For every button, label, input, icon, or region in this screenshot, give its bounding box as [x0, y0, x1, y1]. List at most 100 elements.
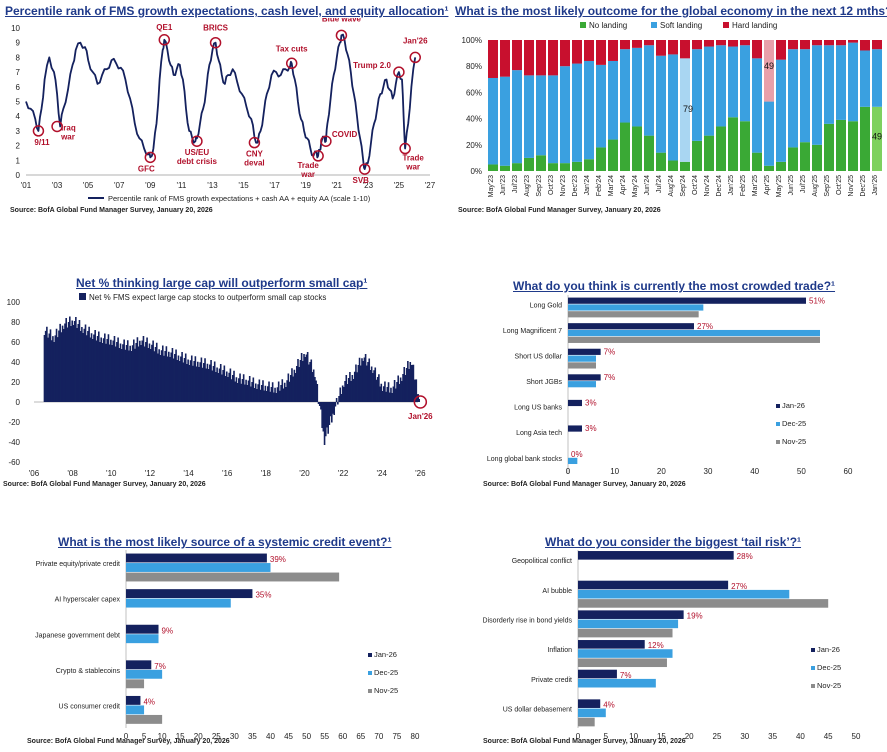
bar [94, 330, 96, 402]
bar [259, 389, 262, 402]
bar [281, 379, 284, 402]
dec25-bar [578, 589, 790, 599]
horizontal-bar-chart: 0 10 20 30 40 50 60 Long Gold 51% Long Magnificen… [487, 295, 853, 476]
nov25-bar [568, 336, 820, 343]
pct-label: 7% [620, 671, 632, 680]
bar [76, 328, 78, 402]
event-marker [358, 163, 371, 175]
bar [240, 383, 243, 402]
bar [126, 340, 129, 402]
x-tick-label: Dec'23 [572, 175, 579, 197]
category-label: Inflation [547, 647, 572, 654]
bar [262, 380, 264, 402]
x-tick-label: Jul'23 [512, 175, 519, 193]
bar [258, 379, 261, 402]
bar [216, 367, 218, 402]
bar [256, 389, 258, 402]
soft-landing-bar [632, 47, 642, 127]
bar [106, 339, 109, 402]
bar [333, 402, 336, 415]
bar [355, 364, 357, 402]
x-tick-label: '20 [299, 469, 310, 478]
bar [189, 360, 192, 402]
bar [350, 381, 352, 402]
bar [83, 328, 86, 402]
event-label: CNY deval [244, 150, 264, 168]
soft-landing-bar [596, 64, 606, 148]
x-tick-label: 60 [338, 732, 347, 741]
bar [263, 390, 265, 402]
chart-title: Net % thinking large cap will outperform… [76, 276, 368, 290]
bar [56, 337, 59, 402]
soft-landing-bar [776, 59, 786, 162]
bar [327, 402, 329, 434]
bar [105, 343, 107, 402]
chart-title: Percentile rank of FMS growth expectatio… [5, 4, 449, 18]
pct-label: 7% [154, 662, 166, 671]
x-tick-label: 40 [266, 732, 275, 741]
bar [141, 340, 144, 402]
bar [154, 347, 157, 402]
x-tick-label: 0 [124, 732, 129, 741]
bar [269, 391, 272, 402]
bar [412, 364, 415, 402]
bar [345, 375, 348, 402]
x-tick-label: '25 [394, 181, 405, 190]
bar [87, 331, 89, 402]
x-tick-label: 35 [248, 732, 257, 741]
bar [111, 345, 113, 402]
x-tick-label: Jul'24 [656, 175, 663, 193]
no-landing-bar [692, 140, 702, 171]
latest-marker [413, 395, 428, 409]
bar [206, 363, 209, 402]
bar [274, 387, 276, 402]
bar [392, 386, 395, 402]
category-label: Long US banks [514, 405, 562, 412]
chart-source: Source: BofA Global Fund Manager Survey,… [3, 481, 206, 488]
x-tick-label: 5 [142, 732, 147, 741]
no-landing-bar [524, 157, 534, 171]
bar [379, 386, 381, 402]
jan26-bar [578, 699, 601, 708]
soft-landing-bar [560, 66, 570, 164]
x-tick-label: '13 [207, 181, 218, 190]
no-landing-bar [596, 147, 606, 171]
bar [390, 387, 392, 402]
bar [402, 374, 404, 402]
no-landing-bar [584, 159, 594, 171]
bar [232, 375, 234, 402]
hard-landing-bar [860, 40, 870, 51]
chart-title: What is the most likely source of a syst… [58, 535, 392, 549]
bar [155, 342, 158, 402]
legend-swatch [811, 648, 815, 652]
bar [59, 323, 61, 402]
hard-landing-bar [500, 40, 510, 77]
bar [299, 360, 302, 402]
event-marker [393, 66, 405, 78]
no-landing-bar [872, 106, 882, 171]
x-tick-label: 50 [852, 732, 861, 741]
hard-landing-bar [824, 40, 834, 46]
pct-label: 19% [687, 612, 703, 621]
series-line [25, 33, 417, 170]
x-tick-label: 50 [797, 467, 806, 476]
x-tick-label: '15 [238, 181, 249, 190]
x-tick-label: 50 [302, 732, 311, 741]
x-tick-label: Jun'23 [500, 175, 507, 196]
category-label: Long Magnificent 7 [503, 328, 562, 335]
legend-swatch [776, 422, 780, 426]
no-landing-bar [512, 163, 522, 171]
bar [346, 384, 349, 402]
bar [250, 386, 252, 402]
bar [277, 381, 280, 402]
bar [117, 337, 119, 402]
bar [343, 387, 345, 402]
bar [147, 348, 150, 402]
bar [171, 348, 174, 402]
bar [295, 366, 298, 402]
legend-swatch [811, 666, 815, 670]
x-tick-label: Jun'24 [644, 175, 651, 196]
bar [310, 359, 313, 402]
legend-swatch [368, 689, 372, 693]
soft-landing-bar [608, 60, 618, 140]
